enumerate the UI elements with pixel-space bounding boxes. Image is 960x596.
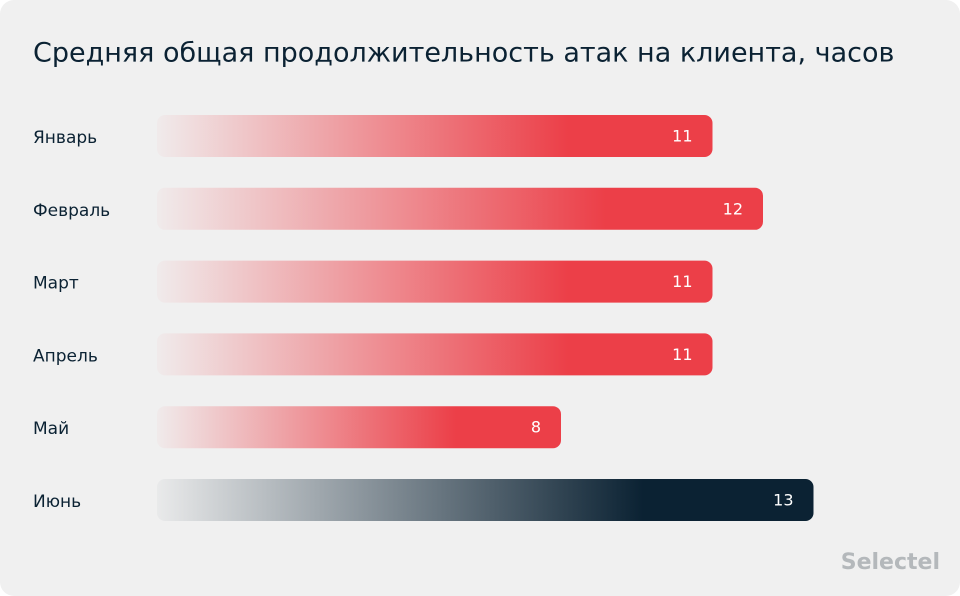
bar bbox=[157, 187, 763, 230]
bar bbox=[157, 479, 814, 521]
value-label: 12 bbox=[723, 199, 743, 218]
logo: Selectel bbox=[841, 550, 940, 575]
category-label: Февраль bbox=[33, 201, 110, 221]
value-label: 11 bbox=[672, 345, 692, 364]
bar bbox=[157, 406, 561, 449]
bar bbox=[157, 333, 713, 376]
chart-title: Средняя общая продолжительность атак на … bbox=[33, 38, 894, 69]
value-label: 8 bbox=[531, 418, 541, 437]
value-label: 11 bbox=[672, 272, 692, 291]
value-label: 13 bbox=[773, 491, 793, 510]
value-label: 11 bbox=[672, 127, 692, 146]
category-label: Май bbox=[33, 419, 69, 439]
bar bbox=[157, 115, 713, 157]
category-label: Апрель bbox=[33, 346, 98, 366]
bar bbox=[157, 260, 713, 303]
category-label: Январь bbox=[33, 128, 97, 148]
category-label: Март bbox=[33, 274, 79, 294]
category-label: Июнь bbox=[33, 492, 81, 512]
